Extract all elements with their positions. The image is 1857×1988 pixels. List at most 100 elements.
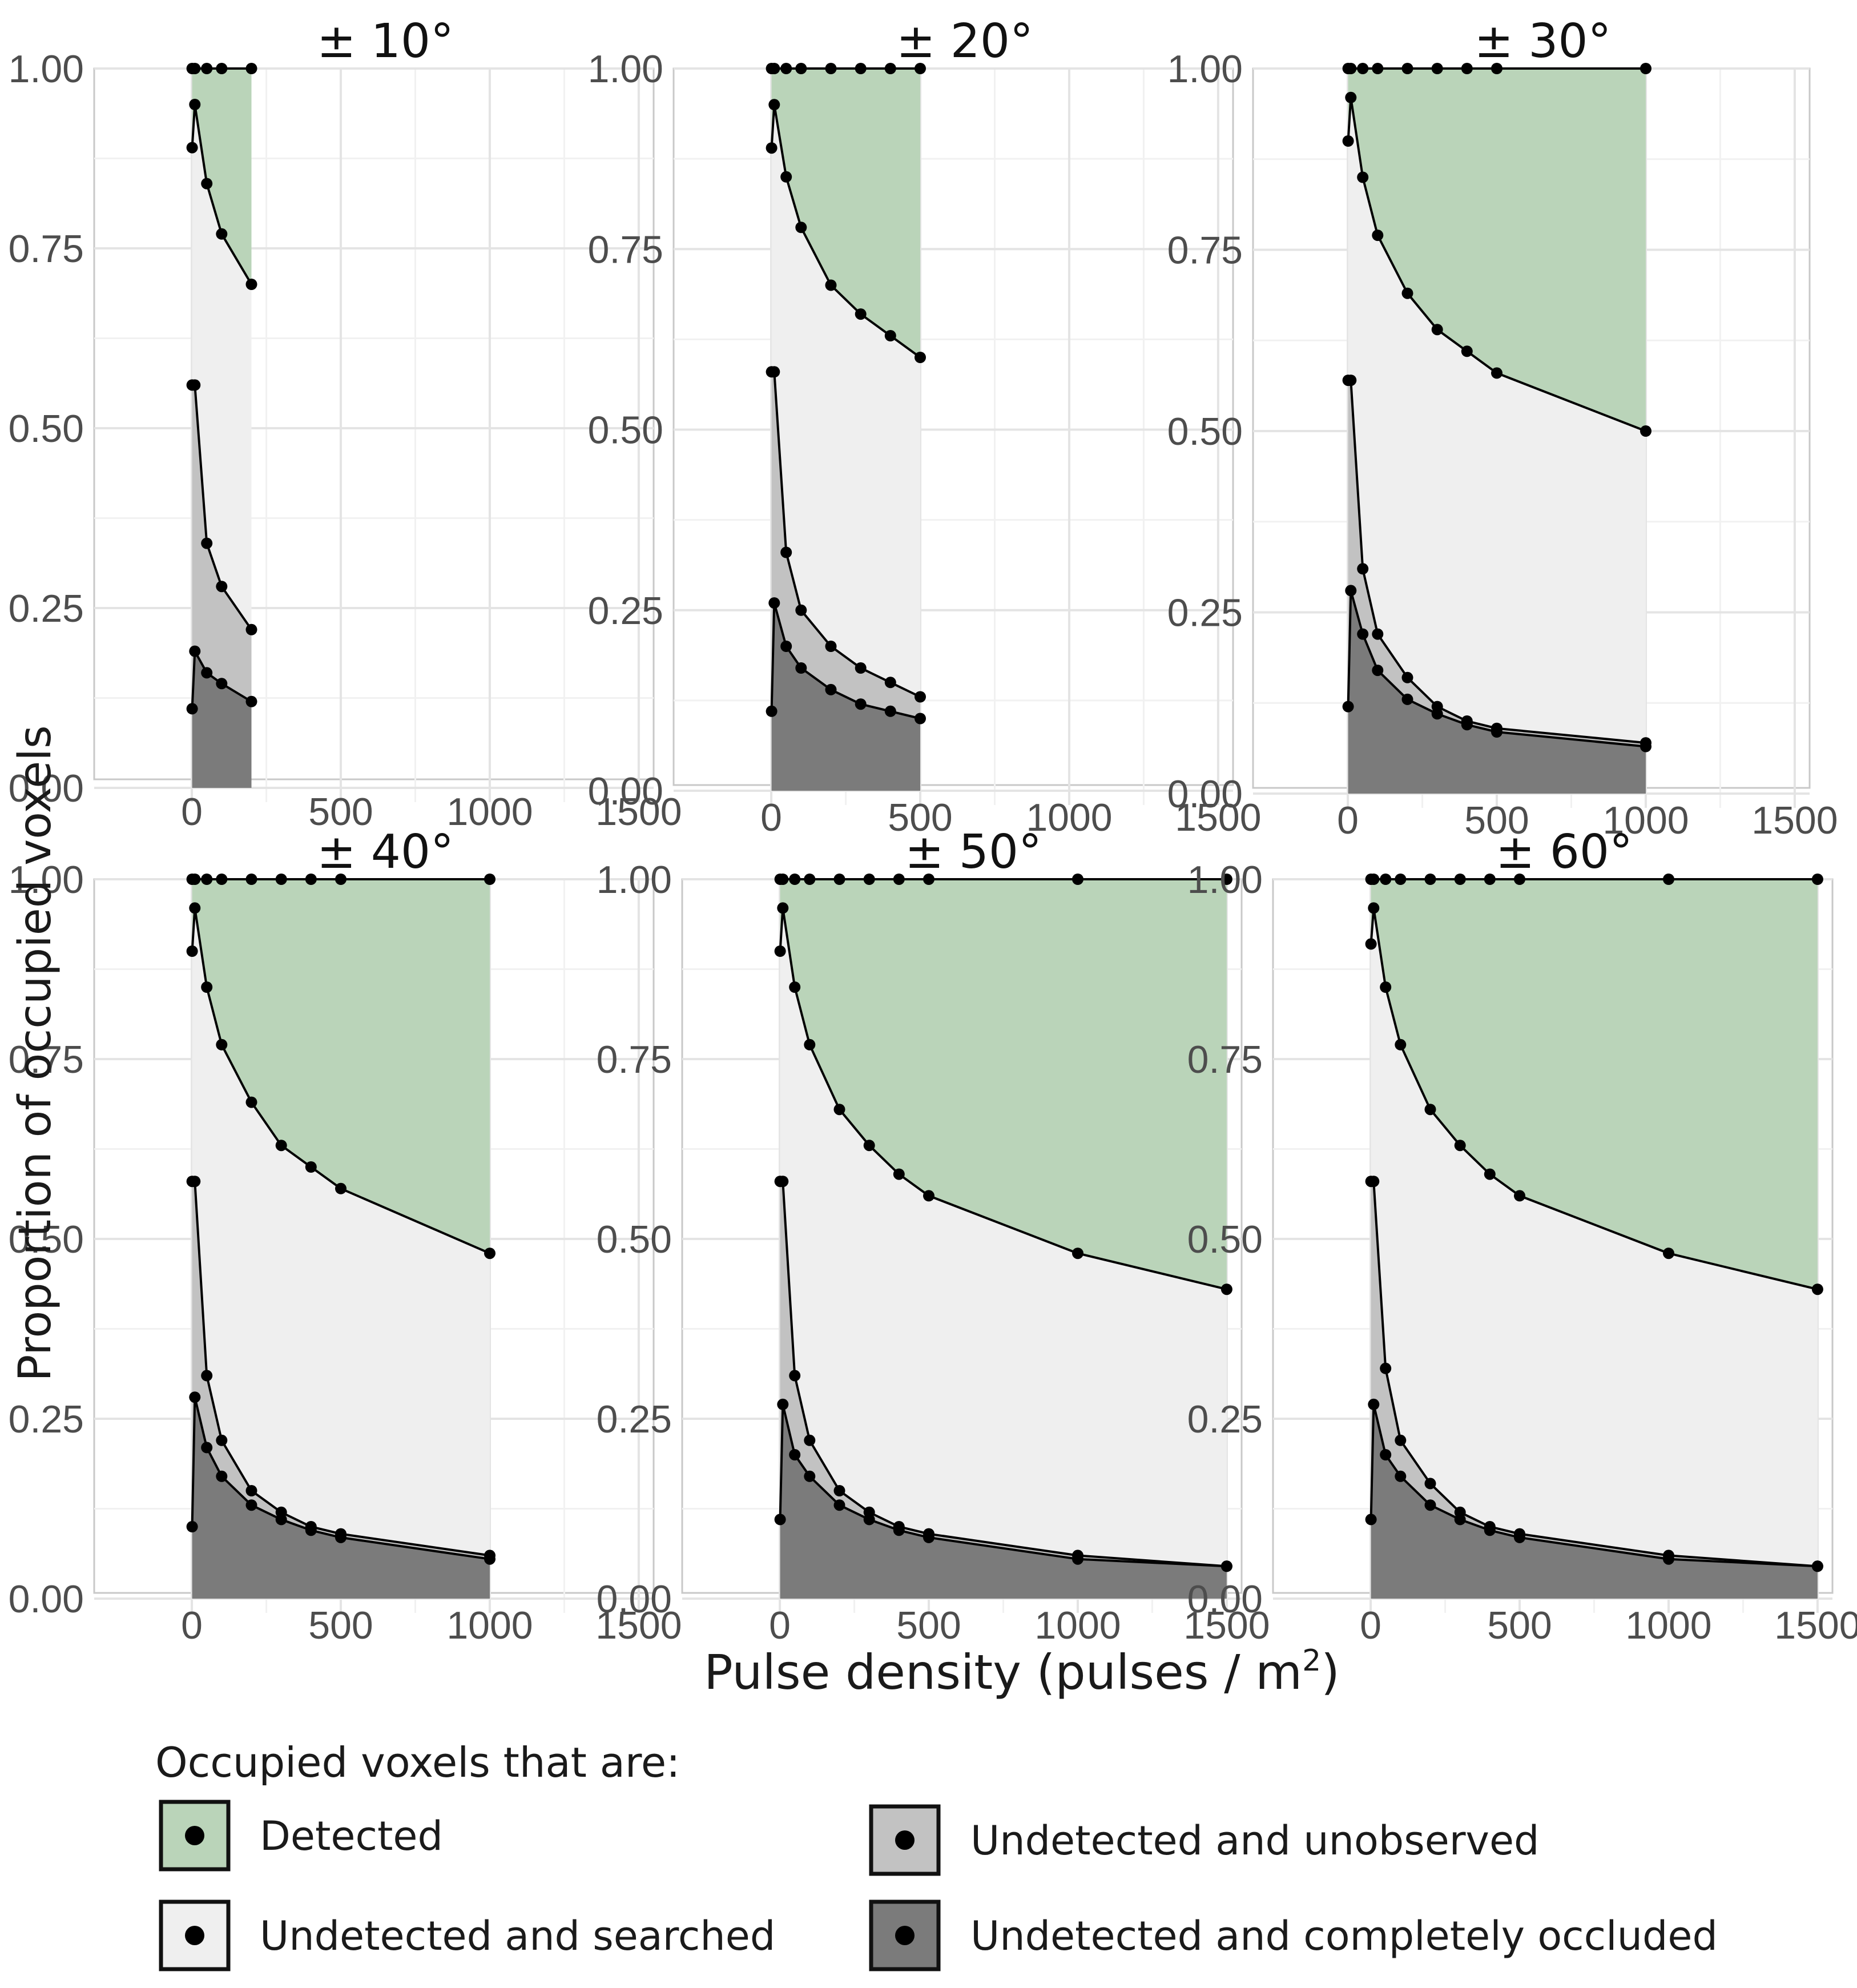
point-searched xyxy=(1424,1104,1436,1116)
point-unobserved xyxy=(915,691,926,703)
y-tick-label: 0.75 xyxy=(588,228,663,271)
point-occluded xyxy=(189,645,201,657)
point-unobserved xyxy=(1345,375,1357,387)
x-tick-label: 0 xyxy=(181,1604,203,1647)
y-tick-label: 1.00 xyxy=(1167,47,1243,91)
point-detected xyxy=(245,63,257,74)
series-line-unobserved xyxy=(780,1180,1227,1568)
point-searched xyxy=(1395,1039,1407,1051)
point-occluded xyxy=(1072,1553,1083,1565)
point-occluded xyxy=(780,641,792,652)
point-detected xyxy=(1811,874,1823,885)
point-occluded xyxy=(1357,628,1369,640)
point-unobserved xyxy=(201,537,213,549)
series-line-searched xyxy=(779,907,1227,1291)
legend-item-detected: Detected xyxy=(159,1800,443,1872)
point-searched xyxy=(216,228,228,240)
area-searched xyxy=(192,908,490,1556)
point-searched xyxy=(189,902,201,914)
area-searched xyxy=(771,104,920,697)
area-occluded xyxy=(771,603,920,791)
point-searched xyxy=(1345,91,1357,103)
y-tick-label: 0.50 xyxy=(9,1218,84,1261)
point-searched xyxy=(1372,230,1384,242)
point-detected xyxy=(1431,63,1443,74)
y-tick-label: 0.75 xyxy=(1167,229,1243,272)
point-searched xyxy=(1491,367,1502,379)
point-searched xyxy=(884,330,896,341)
point-searched xyxy=(186,142,198,154)
point-occluded xyxy=(1395,1470,1407,1482)
point-occluded xyxy=(915,713,926,725)
point-detected xyxy=(1368,874,1380,885)
point-detected xyxy=(768,63,780,74)
legend-label-occluded: Undetected and completely occluded xyxy=(970,1913,1718,1959)
point-occluded xyxy=(893,1524,905,1536)
point-unobserved xyxy=(777,1176,789,1188)
point-searched xyxy=(915,352,926,363)
x-tick-label: 500 xyxy=(888,796,952,839)
point-searched xyxy=(1072,1247,1083,1259)
area-occluded xyxy=(1348,590,1646,794)
x-axis-label: Pulse density (pulses / m2) xyxy=(704,1644,1340,1700)
panel-20: 0.00 0.25 0.50 0.75 1.00 0 500 1000 1500 ± 20° xyxy=(588,14,1262,839)
point-detected xyxy=(1401,63,1413,74)
panel-title: ± 50° xyxy=(905,825,1042,879)
point-occluded xyxy=(774,1514,786,1526)
x-tick-label: 500 xyxy=(1487,1604,1552,1647)
point-detected xyxy=(1461,63,1473,74)
point-detected xyxy=(1372,63,1384,74)
area-occluded xyxy=(192,1397,490,1599)
point-searched xyxy=(335,1182,347,1194)
point-occluded xyxy=(795,662,807,674)
point-detected xyxy=(305,874,317,885)
y-tick-label: 0.25 xyxy=(9,1398,84,1441)
point-unobserved xyxy=(768,366,780,378)
point-detected xyxy=(825,63,837,74)
point-occluded xyxy=(245,1499,257,1511)
x-tick-label: 1500 xyxy=(1774,1604,1857,1647)
x-tick-label: 1500 xyxy=(1751,799,1838,842)
point-occluded xyxy=(201,667,213,679)
point-searched xyxy=(1461,345,1473,357)
point-searched xyxy=(1220,1283,1232,1295)
point-searched xyxy=(777,902,789,914)
x-tick-label: 1000 xyxy=(1026,796,1112,839)
point-searched xyxy=(245,1096,257,1108)
x-tick-label: 1000 xyxy=(446,790,533,834)
y-tick-label: 0.75 xyxy=(597,1038,672,1081)
point-detected xyxy=(789,874,801,885)
point-detected xyxy=(915,63,926,74)
point-occluded xyxy=(484,1553,496,1565)
point-detected xyxy=(216,874,228,885)
point-unobserved xyxy=(795,604,807,616)
area-occluded xyxy=(1371,1404,1818,1599)
y-tick-label: 0.25 xyxy=(1167,591,1243,635)
legend-item-unobserved: Undetected and unobserved xyxy=(869,1804,1539,1876)
y-tick-label: 0.00 xyxy=(597,1577,672,1621)
y-tick-label: 0.50 xyxy=(9,407,84,450)
point-searched xyxy=(923,1190,934,1202)
point-searched xyxy=(804,1039,816,1051)
area-unobserved xyxy=(192,385,252,709)
point-occluded xyxy=(923,1531,934,1543)
x-tick-label: 1500 xyxy=(1175,796,1261,839)
point-detected xyxy=(1220,874,1232,885)
point-detected xyxy=(1484,874,1496,885)
point-occluded xyxy=(1345,585,1357,597)
y-tick-label: 1.00 xyxy=(9,858,84,902)
series-line-unobserved xyxy=(1371,1180,1818,1568)
point-occluded xyxy=(825,683,837,695)
x-tick-label: 500 xyxy=(1464,799,1529,842)
point-detected xyxy=(1454,874,1466,885)
point-occluded xyxy=(1461,719,1473,731)
y-tick-label: 1.00 xyxy=(597,858,672,902)
point-unobserved xyxy=(189,1176,201,1188)
panel-frame xyxy=(672,67,1234,786)
area-unobserved xyxy=(771,372,920,719)
y-tick-label: 0.25 xyxy=(597,1398,672,1441)
point-detected xyxy=(1663,874,1674,885)
area-detected xyxy=(192,879,490,1254)
point-occluded xyxy=(216,1470,228,1482)
legend-title: Occupied voxels that are: xyxy=(155,1739,680,1786)
